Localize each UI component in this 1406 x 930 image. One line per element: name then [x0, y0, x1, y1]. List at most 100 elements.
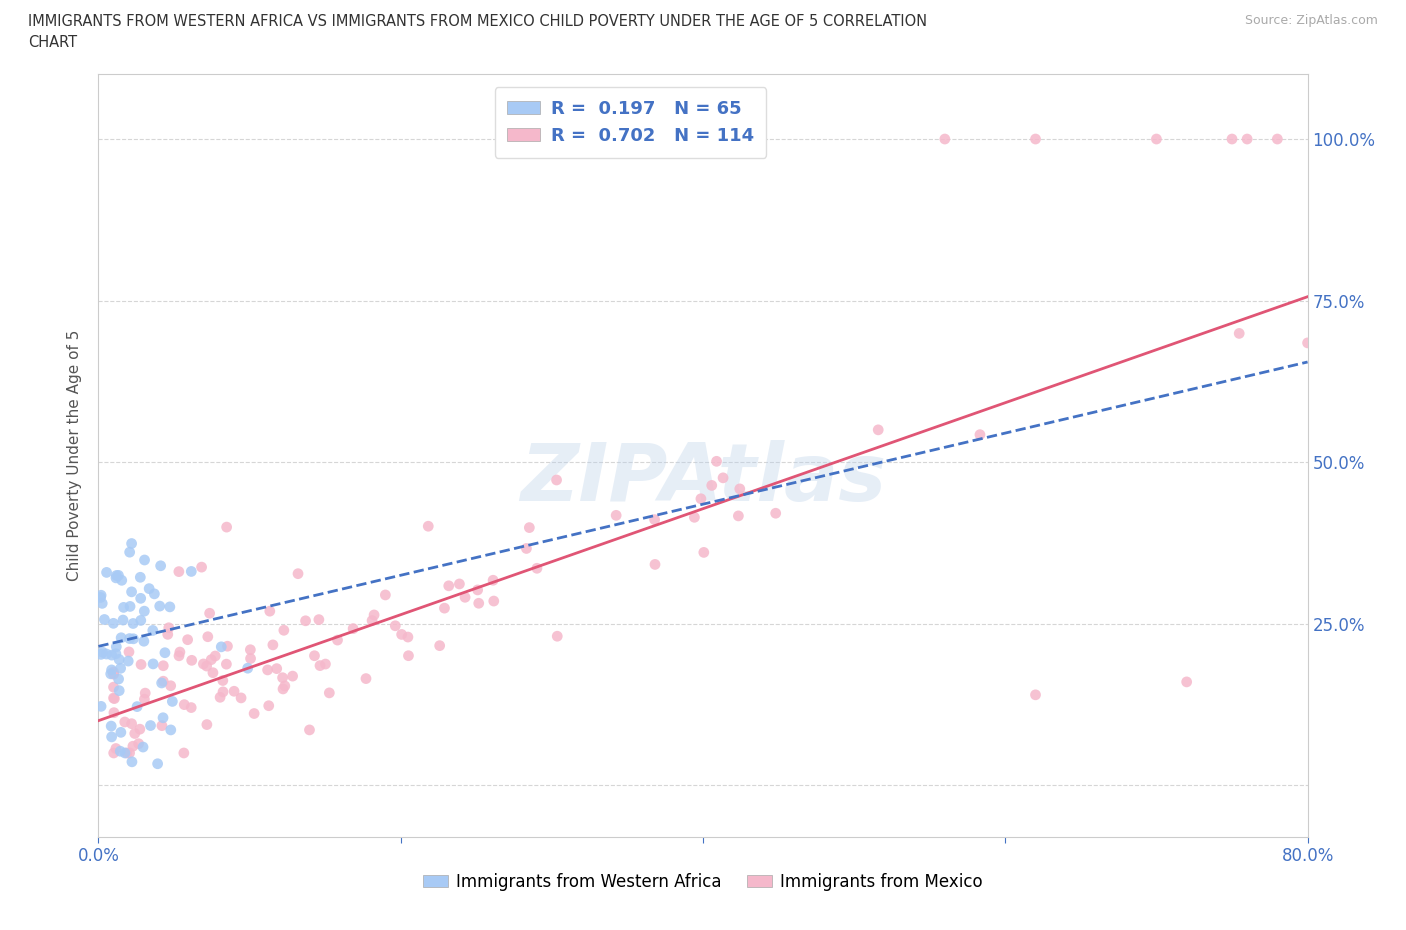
- Point: [100, 667, 122, 682]
- Point: [111, 573, 134, 588]
- Point: [142, 657, 165, 671]
- Point: [115, 746, 138, 761]
- Point: [103, 665, 125, 680]
- Point: [1024, 687, 1046, 702]
- Text: IMMIGRANTS FROM WESTERN AFRICA VS IMMIGRANTS FROM MEXICO CHILD POVERTY UNDER THE: IMMIGRANTS FROM WESTERN AFRICA VS IMMIGR…: [28, 14, 927, 29]
- Point: [728, 482, 751, 497]
- Point: [229, 690, 252, 705]
- Point: [644, 512, 666, 527]
- Point: [134, 692, 156, 707]
- Point: [454, 590, 477, 604]
- Point: [222, 684, 245, 698]
- Point: [1220, 131, 1243, 146]
- Point: [90, 647, 112, 662]
- Point: [104, 741, 127, 756]
- Point: [727, 509, 749, 524]
- Point: [105, 568, 128, 583]
- Point: [103, 666, 125, 681]
- Point: [1296, 336, 1319, 351]
- Point: [239, 651, 262, 666]
- Point: [437, 578, 460, 593]
- Point: [934, 131, 956, 146]
- Point: [198, 605, 221, 620]
- Y-axis label: Child Poverty Under the Age of 5: Child Poverty Under the Age of 5: [67, 330, 83, 581]
- Point: [173, 746, 195, 761]
- Point: [110, 661, 132, 676]
- Point: [644, 557, 666, 572]
- Point: [150, 675, 173, 690]
- Point: [167, 565, 190, 579]
- Point: [117, 654, 139, 669]
- Point: [259, 604, 281, 618]
- Point: [129, 570, 152, 585]
- Point: [143, 587, 166, 602]
- Point: [517, 520, 540, 535]
- Point: [104, 646, 127, 661]
- Point: [96, 565, 118, 579]
- Point: [127, 699, 149, 714]
- Point: [100, 662, 122, 677]
- Point: [152, 658, 174, 673]
- Point: [122, 738, 145, 753]
- Point: [150, 718, 173, 733]
- Point: [157, 620, 180, 635]
- Point: [361, 613, 384, 628]
- Legend: Immigrants from Western Africa, Immigrants from Mexico: Immigrants from Western Africa, Immigran…: [416, 866, 990, 897]
- Point: [467, 596, 489, 611]
- Point: [683, 510, 706, 525]
- Point: [309, 658, 332, 673]
- Point: [103, 746, 125, 761]
- Point: [118, 644, 141, 659]
- Point: [138, 581, 160, 596]
- Point: [236, 660, 259, 675]
- Point: [122, 616, 145, 631]
- Point: [195, 717, 218, 732]
- Point: [209, 690, 232, 705]
- Point: [204, 648, 226, 663]
- Point: [103, 691, 125, 706]
- Point: [449, 577, 471, 591]
- Point: [396, 630, 419, 644]
- Point: [193, 657, 215, 671]
- Point: [118, 599, 141, 614]
- Point: [110, 744, 132, 759]
- Point: [107, 568, 129, 583]
- Point: [1227, 326, 1250, 341]
- Point: [217, 639, 239, 654]
- Point: [112, 600, 135, 615]
- Point: [211, 673, 233, 688]
- Point: [257, 698, 280, 713]
- Point: [1175, 674, 1198, 689]
- Point: [103, 691, 125, 706]
- Point: [384, 618, 406, 633]
- Point: [266, 661, 288, 676]
- Point: [706, 454, 728, 469]
- Point: [110, 724, 132, 739]
- Point: [693, 545, 716, 560]
- Point: [128, 722, 150, 737]
- Point: [149, 599, 172, 614]
- Point: [467, 582, 489, 597]
- Point: [146, 756, 169, 771]
- Point: [91, 596, 114, 611]
- Point: [215, 657, 238, 671]
- Point: [326, 632, 349, 647]
- Point: [190, 560, 212, 575]
- Point: [200, 652, 222, 667]
- Point: [239, 643, 262, 658]
- Text: ZIPAtlas: ZIPAtlas: [520, 440, 886, 518]
- Point: [103, 705, 125, 720]
- Point: [342, 621, 364, 636]
- Point: [104, 570, 127, 585]
- Point: [153, 645, 176, 660]
- Point: [546, 472, 568, 487]
- Point: [215, 520, 238, 535]
- Point: [700, 478, 723, 493]
- Point: [100, 729, 122, 744]
- Point: [318, 685, 340, 700]
- Point: [605, 508, 627, 523]
- Point: [690, 491, 713, 506]
- Point: [105, 639, 128, 654]
- Point: [149, 558, 172, 573]
- Point: [122, 631, 145, 646]
